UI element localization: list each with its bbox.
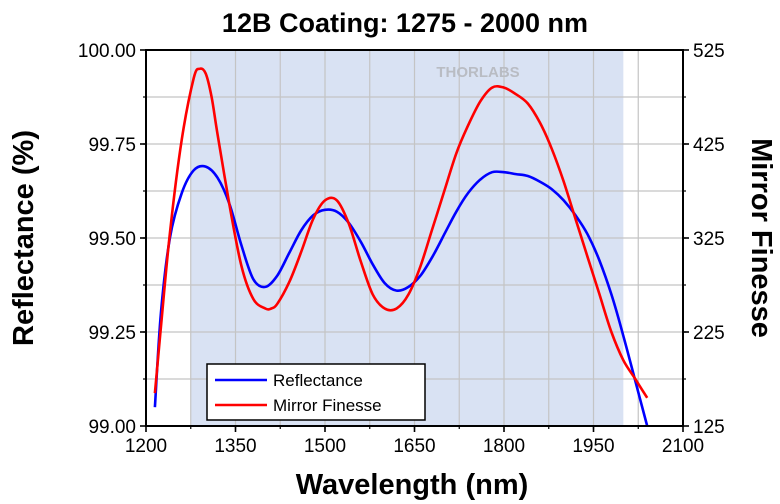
- x-tick-label: 1950: [572, 436, 614, 457]
- x-axis-label: Wavelength (nm): [296, 469, 529, 501]
- series-layer: [153, 67, 649, 427]
- y-tick-labels: 99.00 99.25 99.50 99.75 100.00: [78, 41, 136, 438]
- series-line-mirror-finesse: [153, 67, 649, 399]
- x-tick-label: 1650: [393, 436, 435, 457]
- chart-title: 12B Coating: 1275 - 2000 nm: [222, 8, 588, 38]
- x-tick-label: 1350: [214, 436, 256, 457]
- legend-label: Reflectance: [273, 371, 363, 390]
- legend-label: Mirror Finesse: [273, 396, 382, 415]
- y-tick-label: 99.00: [88, 417, 136, 438]
- legend-box: [206, 363, 426, 421]
- watermark: THORLABS: [436, 64, 519, 81]
- y-tick-label: 99.50: [88, 229, 136, 250]
- y-tick-label: 99.75: [88, 135, 136, 156]
- y-tick-label: 99.25: [88, 323, 136, 344]
- y2-tick-label: 225: [693, 323, 725, 344]
- x-tick-label: 2100: [662, 436, 704, 457]
- y-tick-label: 100.00: [78, 41, 136, 62]
- x-tick-label: 1500: [304, 436, 346, 457]
- y2-tick-labels: 125 225 325 425 525: [693, 41, 725, 438]
- x-tick-label: 1200: [125, 436, 167, 457]
- legend: Reflectance Mirror Finesse: [206, 363, 426, 421]
- x-tick-label: 1800: [483, 436, 525, 457]
- axes: [140, 49, 689, 432]
- y2-axis-label: Mirror Finesse: [745, 138, 777, 338]
- y2-tick-label: 325: [693, 229, 725, 250]
- y2-tick-label: 125: [693, 417, 725, 438]
- x-tick-labels: 1200 1350 1500 1650 1800 1950 2100: [125, 436, 704, 457]
- y-axis-label: Reflectance (%): [8, 130, 40, 346]
- y2-tick-label: 525: [693, 41, 725, 62]
- y2-tick-label: 425: [693, 135, 725, 156]
